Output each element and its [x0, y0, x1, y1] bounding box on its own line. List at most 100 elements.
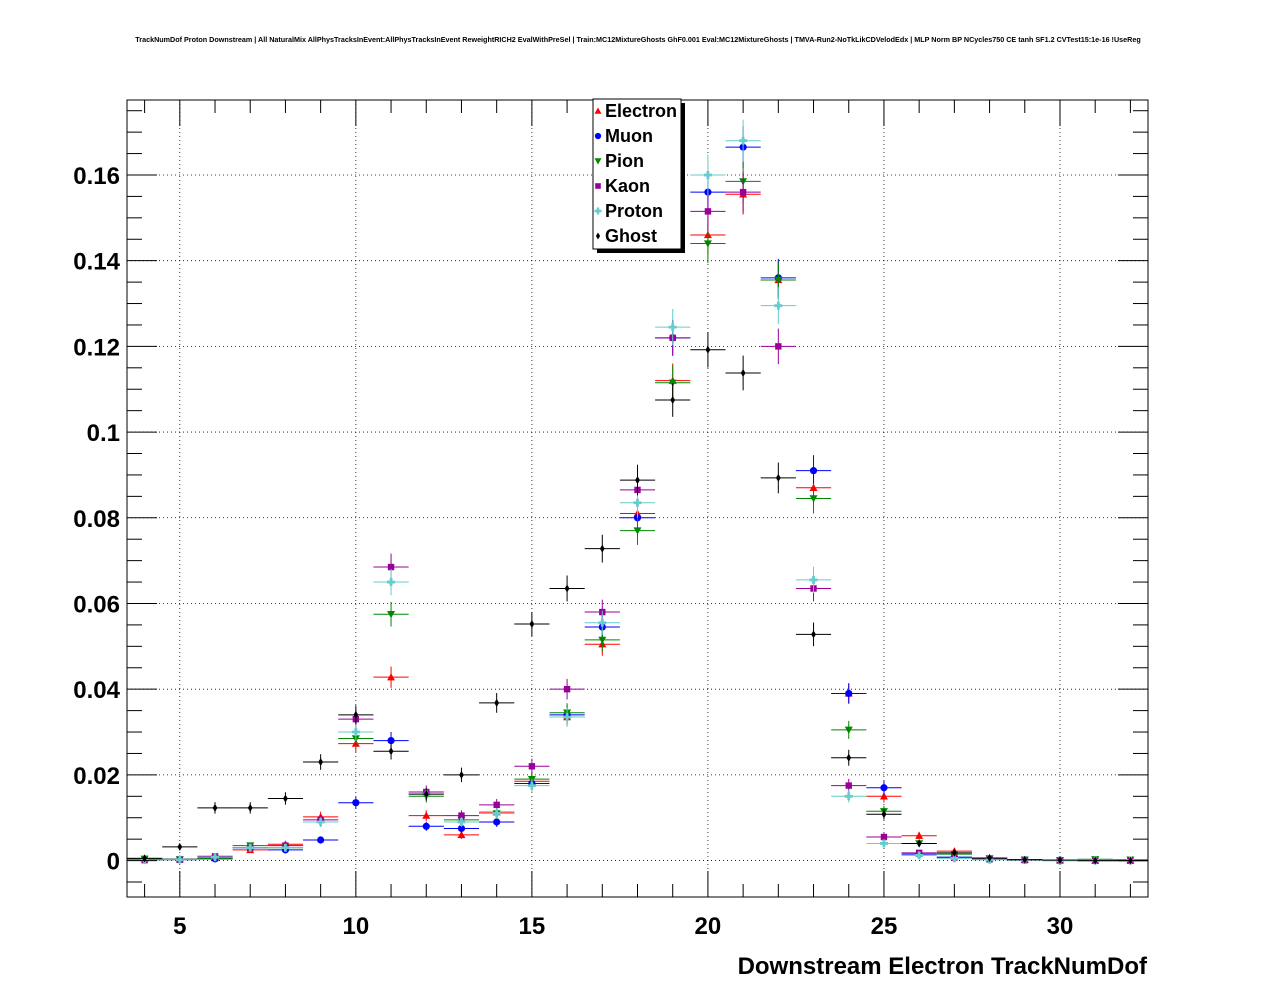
data-point-electron — [915, 831, 924, 839]
data-point-proton — [211, 853, 220, 862]
legend-label-pion: Pion — [605, 151, 644, 171]
legend-label-proton: Proton — [605, 201, 663, 221]
data-point-ghost — [635, 476, 640, 485]
data-point-proton — [844, 792, 853, 801]
y-tick-label: 0.02 — [73, 763, 120, 790]
data-point-proton — [527, 781, 536, 790]
data-point-ghost — [212, 803, 218, 812]
data-point-proton — [703, 170, 712, 179]
data-point-proton — [633, 498, 642, 507]
data-point-proton — [598, 618, 607, 627]
series-ghost — [127, 332, 1148, 865]
data-point-pion — [387, 610, 396, 619]
chart-title: TrackNumDof Proton Downstream | All Natu… — [135, 35, 1140, 44]
axes: 5 10 15 20 25 30 0 0.02 0.04 0.06 0.08 0.1 0.12 0.14 0… — [73, 100, 1148, 940]
data-point-kaon — [528, 763, 536, 770]
data-point-ghost — [881, 810, 887, 819]
x-tick-label: 10 — [342, 913, 369, 940]
data-point-ghost — [846, 753, 852, 762]
data-point-proton — [809, 575, 818, 584]
y-tick-label: 0.14 — [73, 249, 120, 276]
legend-marker-electron — [594, 107, 602, 114]
data-point-kaon — [387, 563, 395, 571]
x-tick-label: 20 — [695, 913, 722, 940]
data-point-ghost — [283, 794, 288, 803]
y-tick-label: 0.12 — [73, 334, 120, 361]
x-tick-label: 5 — [173, 913, 186, 940]
data-point-proton — [739, 136, 748, 145]
y-tick-label: 0.08 — [73, 506, 120, 533]
data-point-electron — [457, 830, 466, 839]
data-point-proton — [915, 851, 924, 860]
data-point-kaon — [775, 343, 782, 350]
data-point-pion — [633, 527, 642, 535]
data-point-ghost — [670, 395, 676, 404]
data-point-kaon — [845, 782, 852, 789]
data-point-electron — [879, 792, 888, 800]
data-point-ghost — [740, 368, 746, 377]
data-point-muon — [493, 818, 501, 826]
data-point-proton — [879, 839, 888, 848]
data-point-proton — [563, 713, 572, 722]
data-point-muon — [880, 784, 888, 792]
data-point-electron — [422, 811, 431, 819]
data-point-kaon — [704, 208, 712, 215]
data-point-pion — [598, 636, 607, 644]
legend-marker-muon — [594, 132, 602, 140]
legend-marker-ghost — [595, 232, 601, 240]
legend-label-ghost: Ghost — [605, 226, 657, 246]
data-point-ghost — [705, 345, 711, 354]
data-point-ghost — [564, 584, 570, 593]
data-point-ghost — [775, 473, 781, 482]
data-point-kaon — [739, 188, 747, 196]
data-point-pion — [809, 495, 818, 503]
data-point-ghost — [177, 842, 183, 851]
data-point-ghost — [388, 747, 394, 756]
data-point-ghost — [811, 630, 816, 639]
legend-box — [592, 98, 682, 250]
data-point-proton — [246, 843, 255, 852]
y-tick-label: 0.04 — [73, 677, 120, 704]
data-point-ghost — [353, 710, 359, 719]
data-point-proton — [316, 818, 325, 827]
data-point-ghost — [529, 620, 535, 629]
legend-marker-pion — [594, 158, 602, 165]
data-point-kaon — [493, 801, 500, 809]
x-tick-label: 30 — [1047, 913, 1074, 940]
data-point-electron — [387, 673, 396, 681]
data-point-kaon — [458, 812, 465, 819]
data-point-proton — [281, 843, 290, 852]
data-point-proton — [457, 818, 466, 827]
data-point-ghost — [951, 848, 957, 857]
legend-label-muon: Muon — [605, 126, 653, 146]
data-point-ghost — [599, 544, 605, 553]
legend-marker-proton — [594, 207, 602, 215]
data-point-muon — [845, 689, 853, 698]
data-point-proton — [387, 578, 396, 587]
data-point-pion — [703, 240, 712, 248]
x-tick-label: 25 — [871, 913, 898, 940]
data-series — [127, 119, 1148, 865]
x-tick-label: 15 — [519, 913, 546, 940]
data-point-ghost — [318, 758, 324, 767]
data-point-ghost — [423, 790, 429, 799]
y-tick-label: 0 — [107, 849, 120, 876]
x-axis-label: Downstream Electron TrackNumDof — [738, 953, 1148, 980]
data-point-proton — [175, 855, 184, 864]
data-point-ghost — [987, 854, 992, 863]
data-point-kaon — [563, 685, 571, 693]
data-point-ghost — [916, 839, 922, 848]
y-tick-label: 0.1 — [87, 420, 120, 447]
data-point-muon — [809, 467, 818, 475]
data-point-ghost — [1092, 856, 1098, 865]
y-tick-label: 0.16 — [73, 163, 120, 190]
data-point-muon — [317, 836, 325, 844]
data-point-muon — [352, 799, 360, 807]
data-point-pion — [774, 276, 783, 284]
data-point-muon — [387, 736, 395, 745]
data-point-kaon — [880, 833, 888, 841]
data-point-proton — [774, 301, 783, 310]
data-point-proton — [950, 854, 959, 863]
legend-label-kaon: Kaon — [605, 176, 650, 196]
